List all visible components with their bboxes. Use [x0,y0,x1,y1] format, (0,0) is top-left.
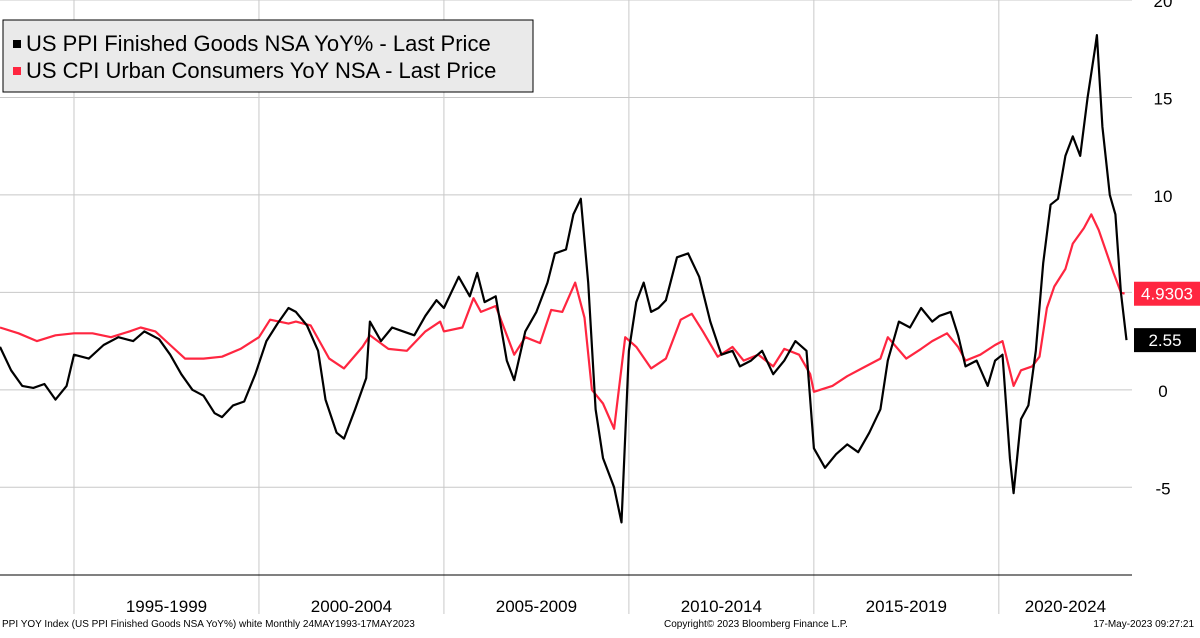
period-label: 2000-2004 [311,597,392,616]
y-tick-label: 10 [1154,187,1173,206]
axis-layer: 20 15 10 0 -5 1995-1999 2000-2004 2005-2009 2010… [0,0,1172,616]
legend-entry: US CPI Urban Consumers YoY NSA - Last Pr… [26,58,496,83]
grid-layer [0,0,1132,575]
footer-copyright: Copyright© 2023 Bloomberg Finance L.P. [664,619,848,630]
series-line-cpi [0,213,1125,430]
period-label: 2010-2014 [681,597,762,616]
last-value-label: 4.9303 [1141,285,1193,304]
period-label: 1995-1999 [126,597,207,616]
legend-swatch [13,67,21,75]
footer-timestamp: 17-May-2023 09:27:21 [1093,619,1194,630]
series-layer [0,34,1128,524]
period-label: 2020-2024 [1025,597,1106,616]
badge-layer: 2.55 4.9303 [1134,281,1200,353]
y-tick-label: 15 [1154,89,1173,108]
period-label: 2015-2019 [866,597,947,616]
y-tick-label: 0 [1158,382,1167,401]
legend: US PPI Finished Goods NSA YoY% - Last Pr… [2,19,534,93]
legend-entry: US PPI Finished Goods NSA YoY% - Last Pr… [26,31,491,56]
y-tick-label: 20 [1154,0,1173,11]
last-value-badge-ppi [1134,328,1196,353]
legend-swatch [13,40,21,48]
y-tick-label: -5 [1155,479,1170,498]
period-label: 2005-2009 [496,597,577,616]
legend-box [2,19,534,93]
last-value-label: 2.55 [1148,331,1181,350]
series-line-ppi [0,34,1128,524]
last-value-badge-cpi [1134,281,1200,306]
footer-source: PPI YOY Index (US PPI Finished Goods NSA… [2,619,415,630]
